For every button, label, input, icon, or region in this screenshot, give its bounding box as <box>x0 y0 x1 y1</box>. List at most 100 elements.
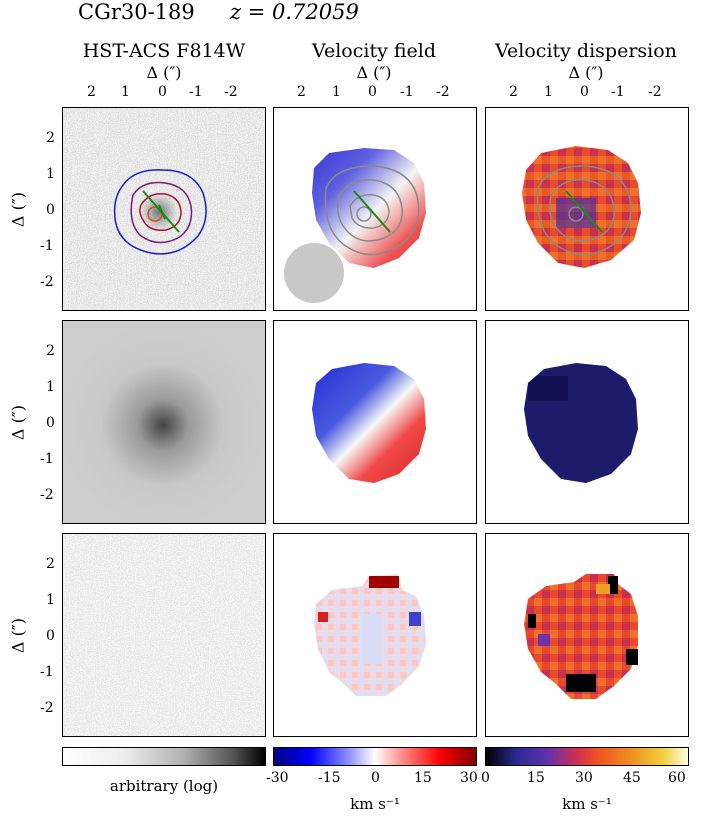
overlay-contour-outer <box>536 165 632 256</box>
residual-central-band <box>362 614 382 664</box>
psf-disk <box>284 243 344 303</box>
colorbar-velocity-dispersion-label: km s⁻¹ <box>562 795 612 813</box>
y-tick-label: -1 <box>40 238 54 254</box>
velocity-residual-map <box>314 574 426 696</box>
x-tick-label: 2 <box>509 84 518 100</box>
colorbar-hst-label: arbitrary (log) <box>109 777 219 795</box>
colorbar-tick: -15 <box>318 770 341 786</box>
model-galaxy <box>63 321 265 523</box>
y-tick-label: 2 <box>46 556 55 572</box>
overlay-contour-outer <box>324 165 420 256</box>
y-tick-label: 2 <box>46 343 55 359</box>
center-cross <box>158 204 166 220</box>
y-tick-label: 0 <box>46 202 55 218</box>
y-axis-label-row1: Δ (″) <box>8 191 28 228</box>
x-tick-label: 1 <box>121 84 130 100</box>
hst-model-image <box>63 321 265 523</box>
x-tick-label: -1 <box>400 84 414 100</box>
black-pixel-cluster <box>626 649 638 665</box>
x-tick-label: 1 <box>332 84 341 100</box>
dispersion-residual-map <box>524 574 638 699</box>
overlay-contour-mid <box>336 179 403 242</box>
pa-line <box>353 190 391 233</box>
colorbar-tick: 15 <box>527 770 545 786</box>
panel-velocity-dispersion-model <box>485 320 689 524</box>
overlay-contour-mid <box>548 179 615 242</box>
column-title-velocity-field: Velocity field <box>311 40 437 62</box>
x-tick-label: 1 <box>544 84 553 100</box>
panel-velocity-field-observed <box>273 107 477 311</box>
panel-velocity-dispersion-observed <box>485 107 689 311</box>
velocity-model-pixels <box>312 363 426 483</box>
y-axis-label-row2: Δ (″) <box>8 404 28 441</box>
colorbar-tick: 60 <box>668 770 686 786</box>
contour-inner <box>139 192 182 232</box>
center-ring <box>356 206 372 222</box>
colorbar-tick: 30 <box>460 770 478 786</box>
y-tick-label: -1 <box>40 451 54 467</box>
panel-hst-model <box>62 320 266 524</box>
panel-velocity-field-residual <box>273 533 477 737</box>
x-tick-label: -2 <box>436 84 450 100</box>
y-tick-label: -2 <box>40 700 54 716</box>
dispersion-model-map <box>524 363 638 483</box>
residual-red-left <box>318 612 328 622</box>
colorbar-velocity-field <box>273 747 477 766</box>
colorbar-velocity-dispersion <box>485 747 689 766</box>
x-tick-label: -2 <box>224 84 238 100</box>
x-tick-label: 0 <box>368 84 377 100</box>
x-tick-label: 2 <box>297 84 306 100</box>
y-tick-label: 1 <box>46 166 55 182</box>
residual-high-top <box>369 576 399 588</box>
mid-pixel <box>538 634 550 646</box>
colorbar-tick: 0 <box>371 770 380 786</box>
y-tick-label: -2 <box>40 487 54 503</box>
y-tick-label: -1 <box>40 664 54 680</box>
hst-image <box>63 108 265 310</box>
colorbar-tick: 15 <box>414 770 432 786</box>
residual-blue-right <box>409 612 421 626</box>
x-axis-label-col1: Δ (″) <box>146 63 182 82</box>
black-pixel-cluster <box>608 576 618 594</box>
y-axis-label-row3: Δ (″) <box>8 617 28 654</box>
velocity-field-map <box>284 148 426 303</box>
high-pixel <box>596 584 610 594</box>
column-title-velocity-dispersion: Velocity dispersion <box>495 40 677 62</box>
dispersion-model-pixels <box>524 363 638 483</box>
x-tick-label: -1 <box>189 84 203 100</box>
y-tick-label: 2 <box>46 130 55 146</box>
y-tick-label: 1 <box>46 379 55 395</box>
y-tick-label: -2 <box>40 274 54 290</box>
colorbar-velocity-field-label: km s⁻¹ <box>350 795 400 813</box>
pa-line <box>565 190 603 233</box>
contour-mid <box>130 181 193 244</box>
x-axis-label-col3: Δ (″) <box>568 63 604 82</box>
dispersion-model-dark-edge <box>528 376 568 401</box>
y-tick-label: 0 <box>46 628 55 644</box>
velocity-dispersion-map <box>522 146 641 268</box>
x-tick-label: 0 <box>158 84 167 100</box>
x-axis-label-col2: Δ (″) <box>356 63 392 82</box>
velocity-model-map <box>312 363 426 483</box>
black-pixel-cluster <box>566 674 596 692</box>
hst-residual-image <box>63 534 265 736</box>
center-ring <box>568 206 584 222</box>
dispersion-residual-pixels <box>524 574 638 699</box>
x-tick-label: -1 <box>611 84 625 100</box>
object-name: CGr30-189 <box>78 0 195 24</box>
y-tick-label: 0 <box>46 415 55 431</box>
overlay-contour-inner <box>349 193 390 229</box>
x-tick-label: 0 <box>580 84 589 100</box>
redshift-label: z = 0.72059 <box>230 0 359 24</box>
colorbar-hst <box>62 747 266 766</box>
contour-outer <box>113 169 207 255</box>
x-tick-label: -2 <box>648 84 662 100</box>
colorbar-tick: -30 <box>266 770 289 786</box>
residual-noise <box>63 534 265 736</box>
black-pixel-cluster <box>528 614 536 628</box>
panel-velocity-dispersion-residual <box>485 533 689 737</box>
colorbar-tick: 30 <box>575 770 593 786</box>
panel-hst-residual <box>62 533 266 737</box>
colorbar-tick: 45 <box>623 770 641 786</box>
colorbar-tick: 0 <box>481 770 490 786</box>
